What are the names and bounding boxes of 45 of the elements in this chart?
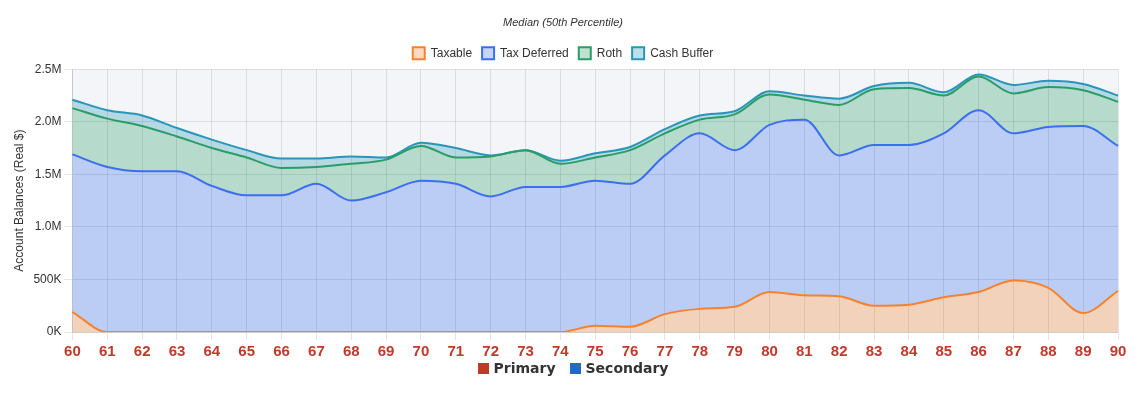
x-tick-label: 82 <box>830 342 848 360</box>
legend-label: Roth <box>596 45 623 60</box>
x-tick-label: 76 <box>621 342 639 360</box>
x-tick-label: 78 <box>691 342 709 360</box>
y-tick-label: 2.5M <box>34 61 62 76</box>
x-tick-label: 80 <box>761 342 778 360</box>
legend-label: Cash Buffer <box>650 45 714 60</box>
x-tick-label: 69 <box>377 342 395 360</box>
y-tick-label: 1.0M <box>34 219 62 234</box>
x-tick-label: 73 <box>517 342 534 360</box>
x-tick-label: 89 <box>1074 342 1092 360</box>
x-tick-label: 62 <box>133 342 151 360</box>
x-tick-label: 90 <box>1109 342 1127 360</box>
text: Secondary <box>585 360 669 376</box>
x-tick-label: 74 <box>552 342 570 360</box>
legend-label: Tax Deferred <box>500 45 569 60</box>
x-tick-label: 88 <box>1039 342 1057 360</box>
x-tick-label: 87 <box>1005 342 1022 360</box>
legend-label: Taxable <box>430 45 473 60</box>
x-tick-label: 61 <box>98 342 116 360</box>
x-tick-label: 66 <box>273 342 290 360</box>
x-tick-label: 84 <box>900 342 918 360</box>
x-tick-label: 60 <box>64 342 81 360</box>
x-tick-label: 77 <box>656 342 674 360</box>
x-tick-label: 85 <box>935 342 953 360</box>
y-tick-label: 500K <box>33 271 62 286</box>
x-tick-label: 68 <box>342 342 360 360</box>
x-tick-label: 79 <box>726 342 743 360</box>
x-tick-label: 64 <box>203 342 221 360</box>
y-tick-label: 2.0M <box>34 114 62 129</box>
chart-title: Median (50th Percentile) <box>503 15 624 28</box>
x-tick-label: 70 <box>412 342 430 360</box>
x-tick-label: 86 <box>970 342 987 360</box>
x-tick-label: 67 <box>308 342 325 360</box>
y-tick-label: 0K <box>46 324 62 339</box>
text: Primary <box>493 360 556 376</box>
x-tick-label: 71 <box>447 342 465 360</box>
x-tick-label: 81 <box>795 342 813 360</box>
x-tick-label: 65 <box>238 342 256 360</box>
x-tick-label: 75 <box>586 342 604 360</box>
x-tick-label: 83 <box>865 342 883 360</box>
y-axis-title: Account Balances (Real $) <box>11 129 26 272</box>
x-tick-label: 63 <box>168 342 186 360</box>
x-tick-label: 72 <box>482 342 499 360</box>
y-tick-label: 1.5M <box>34 166 62 181</box>
